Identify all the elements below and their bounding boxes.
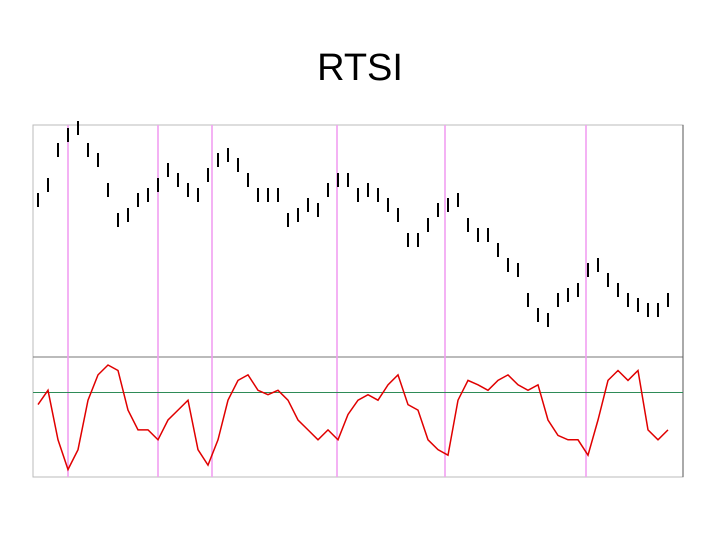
oscillator-line	[37, 364, 669, 472]
slide-title: RTSI	[317, 47, 403, 89]
event-lines	[67, 125, 587, 477]
